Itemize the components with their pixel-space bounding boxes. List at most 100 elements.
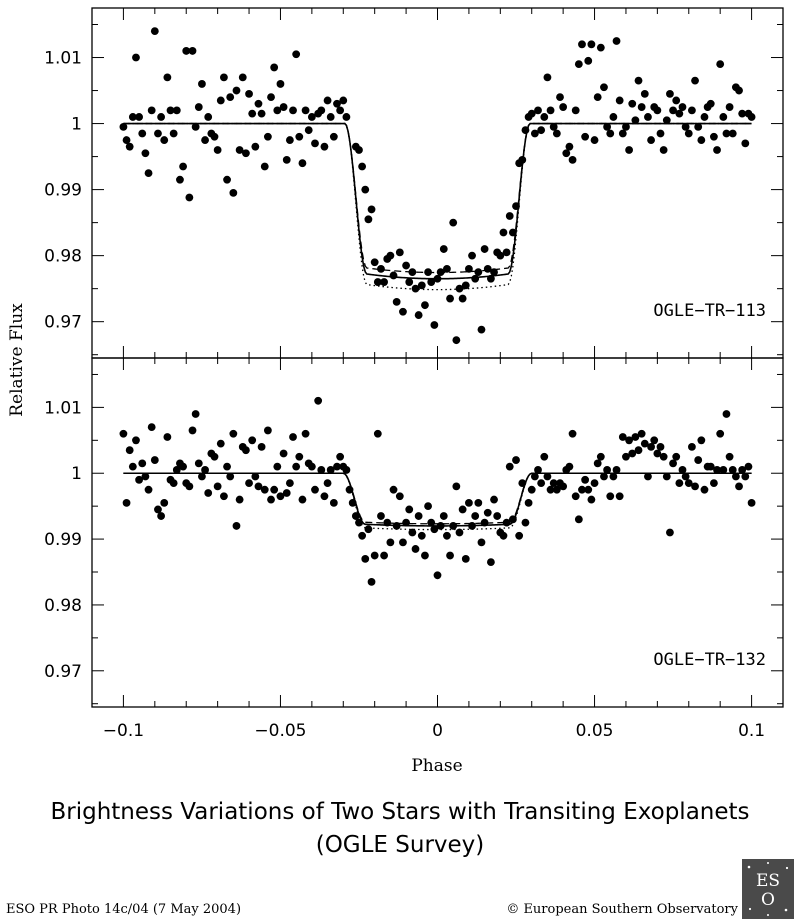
data-point	[666, 89, 674, 98]
data-point	[735, 482, 743, 491]
data-point	[198, 80, 206, 88]
data-point	[336, 106, 345, 115]
data-point	[160, 136, 169, 144]
data-point	[213, 146, 222, 154]
data-point	[452, 482, 461, 491]
data-point	[323, 96, 332, 105]
data-point	[430, 525, 439, 534]
model-curve-dashed	[123, 122, 752, 274]
data-point	[499, 228, 508, 237]
data-point	[716, 429, 725, 438]
data-point	[220, 73, 228, 82]
data-point	[508, 228, 517, 237]
data-point	[487, 274, 495, 283]
data-point	[402, 261, 410, 270]
data-point	[640, 89, 649, 98]
data-point	[345, 485, 354, 494]
data-point	[631, 433, 640, 441]
data-point	[367, 205, 376, 214]
data-point	[163, 433, 172, 441]
data-point	[392, 297, 401, 306]
data-point	[502, 248, 511, 257]
panel-ogle-tr-132: 0.97 0.98 0.99 1 1.01 OGLE−TR−132	[44, 357, 784, 708]
data-point	[427, 518, 436, 527]
data-point	[678, 466, 687, 474]
data-point	[298, 159, 307, 168]
data-point	[675, 479, 684, 488]
data-point	[578, 40, 586, 49]
data-point	[285, 136, 294, 144]
data-point	[744, 462, 753, 471]
data-point	[304, 126, 313, 135]
data-point	[628, 99, 637, 108]
data-point	[320, 492, 329, 501]
data-point	[235, 146, 244, 154]
data-point	[512, 202, 520, 211]
data-point	[179, 462, 187, 471]
data-point	[697, 136, 706, 144]
x-tick-label: 0.1	[738, 721, 765, 741]
data-point	[710, 132, 718, 141]
data-point	[254, 99, 263, 108]
data-point	[622, 122, 630, 131]
data-point	[615, 96, 624, 105]
data-point	[226, 93, 235, 102]
data-point	[609, 113, 618, 121]
data-point	[722, 410, 731, 418]
data-point	[656, 443, 665, 451]
data-point	[600, 472, 608, 481]
data-point	[741, 472, 750, 481]
data-point	[543, 472, 552, 481]
data-point	[138, 129, 147, 138]
data-point	[311, 485, 319, 494]
data-point	[254, 482, 263, 491]
data-point	[141, 472, 150, 481]
data-point	[546, 106, 555, 115]
data-point	[411, 284, 420, 293]
data-point	[455, 528, 464, 537]
data-point	[505, 462, 514, 471]
data-point	[289, 433, 297, 441]
data-point	[559, 482, 568, 491]
data-point	[216, 439, 225, 448]
data-point	[496, 251, 505, 260]
data-point	[125, 142, 134, 151]
data-point	[490, 495, 498, 504]
data-point	[125, 446, 134, 455]
x-axis: −0.1 −0.05 0 0.05 0.1	[103, 721, 765, 741]
data-point	[210, 452, 219, 461]
data-point	[210, 132, 219, 141]
data-point	[307, 113, 316, 121]
data-point	[229, 189, 238, 197]
data-point	[260, 162, 269, 171]
data-point	[637, 103, 646, 111]
y-tick-label: 1.01	[44, 398, 82, 418]
data-point	[194, 459, 203, 468]
data-point	[684, 479, 693, 488]
data-point	[530, 129, 539, 138]
data-point	[150, 27, 159, 36]
data-point	[587, 495, 596, 504]
data-point	[468, 522, 476, 530]
data-point	[480, 518, 489, 527]
data-point	[364, 525, 373, 534]
data-point	[370, 551, 379, 560]
data-point	[691, 482, 699, 491]
data-point	[650, 436, 659, 445]
data-point	[242, 446, 250, 455]
y-tick-label: 1	[71, 464, 82, 484]
data-point	[138, 459, 147, 468]
data-point	[285, 479, 294, 488]
data-point	[317, 106, 326, 115]
data-point	[245, 479, 253, 488]
data-point	[276, 80, 285, 88]
data-point	[223, 462, 231, 471]
data-point	[248, 109, 257, 118]
data-point	[568, 155, 577, 164]
data-point	[427, 278, 436, 286]
data-point	[333, 99, 341, 108]
data-point	[144, 169, 153, 177]
data-point	[273, 106, 282, 115]
logo-text-top: ES	[756, 871, 780, 891]
data-point	[662, 116, 671, 125]
